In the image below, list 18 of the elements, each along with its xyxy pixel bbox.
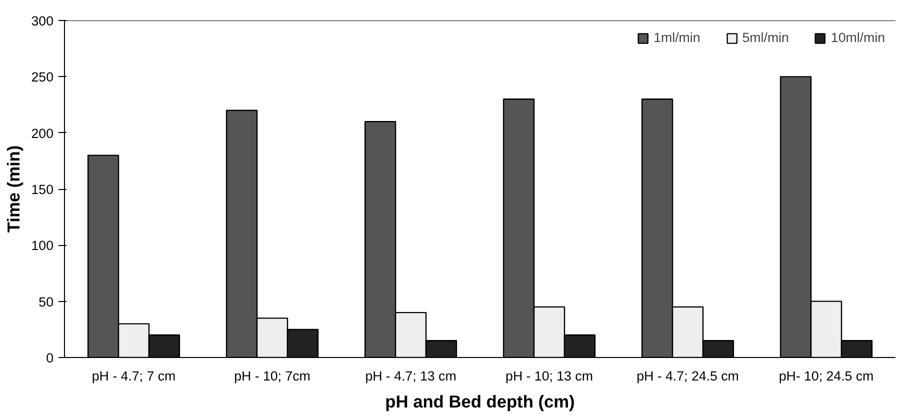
legend-label: 10ml/min [830, 30, 885, 45]
y-tick-label: 300 [31, 14, 54, 28]
legend-label: 5ml/min [742, 30, 789, 45]
y-tick-label: 200 [31, 126, 54, 141]
y-tick-label: 250 [31, 70, 54, 85]
y-tick-label: 50 [38, 294, 54, 310]
x-tick-label: pH- 10; 24.5 cm [778, 368, 874, 384]
y-axis-title: Time (min) [3, 145, 24, 233]
x-tick-label: pH - 10; 13 cm [506, 368, 593, 384]
y-tick-label: 150 [31, 182, 54, 197]
x-tick-label: pH - 4.7; 7 cm [92, 368, 176, 384]
x-axis-title: pH and Bed depth (cm) [385, 392, 575, 412]
y-tick-label: 0 [46, 350, 54, 366]
x-tick-label: pH - 10; 7cm [234, 368, 310, 384]
x-tick-label: pH - 4.7; 13 cm [365, 368, 456, 384]
x-tick-label: pH - 4.7; 24.5 cm [636, 368, 739, 384]
legend-label: 1ml/min [654, 30, 700, 45]
y-tick-label: 100 [31, 238, 54, 254]
